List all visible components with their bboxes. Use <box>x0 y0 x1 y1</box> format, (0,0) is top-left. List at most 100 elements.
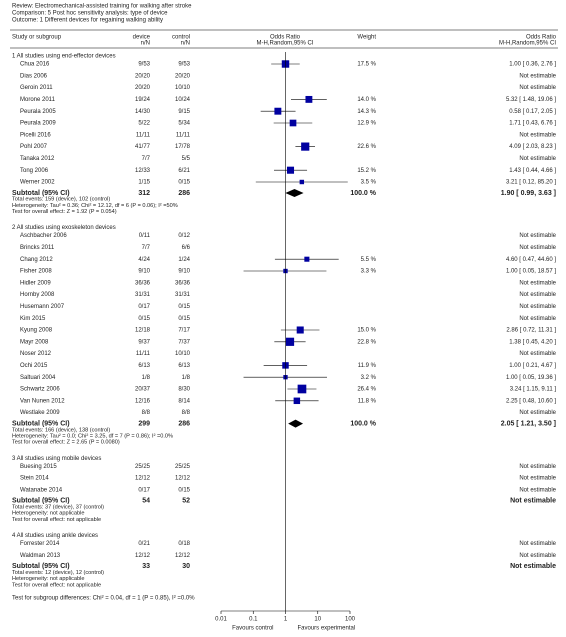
study-name: Tong 2006 <box>20 168 49 174</box>
weight: 14.3 % <box>357 109 376 115</box>
device-events: 1/15 <box>138 180 150 186</box>
weight: 11.9 % <box>358 363 377 369</box>
control-events: 9/10 <box>178 269 190 275</box>
subtotal-effect: Not estimable <box>510 563 556 570</box>
study-name: Chang 2012 <box>20 257 53 263</box>
comparison: Comparison: 5 Post hoc sensitivity analy… <box>12 11 168 17</box>
study-name: Noser 2012 <box>20 351 52 357</box>
subgroup-note: Total events: 37 (device), 37 (control) <box>12 504 104 510</box>
control-events: 11/11 <box>176 132 191 138</box>
device-events: 20/37 <box>135 387 151 393</box>
study-name: Husemann 2007 <box>20 304 65 310</box>
device-events: 12/16 <box>135 398 151 404</box>
subtotal-effect: Not estimable <box>510 498 556 505</box>
study-name: Aschbacher 2006 <box>20 233 67 239</box>
effect-label: Not estimable <box>519 464 556 470</box>
effect-label: Not estimable <box>519 156 556 162</box>
device-events: 12/12 <box>135 553 151 559</box>
study-name: Stein 2014 <box>20 476 49 482</box>
effect-label: 3.24 [ 1.15, 9.11 ] <box>510 387 557 393</box>
column-header: control <box>172 35 190 41</box>
device-events: 20/20 <box>135 85 151 91</box>
study-name: Kim 2015 <box>20 316 46 322</box>
control-events: 0/15 <box>178 180 190 186</box>
study-name: Werner 2002 <box>20 180 55 186</box>
study-name: Tanaka 2012 <box>20 156 55 162</box>
subtotal-label: Subtotal (95% CI) <box>12 563 70 570</box>
control-events: 10/24 <box>175 97 191 103</box>
control-events: 0/18 <box>178 541 190 547</box>
effect-square <box>305 95 313 103</box>
control-events: 8/30 <box>178 387 190 393</box>
effect-square <box>289 119 297 127</box>
study-name: Kyung 2008 <box>20 328 53 334</box>
control-events: 0/15 <box>178 487 190 493</box>
control-events: 6/21 <box>178 168 190 174</box>
control-events: 12/12 <box>175 553 191 559</box>
control-events: 36/36 <box>175 280 191 286</box>
effect-label: Not estimable <box>519 487 556 493</box>
device-events: 12/12 <box>135 476 151 482</box>
effect-label: 1.38 [ 0.45, 4.20 ] <box>509 339 556 345</box>
device-events: 25/25 <box>135 464 151 470</box>
effect-square <box>285 337 295 346</box>
subtotal-label: Subtotal (95% CI) <box>12 190 70 197</box>
column-header: M-H,Random,95% CI <box>256 41 313 47</box>
subtotal-label: Subtotal (95% CI) <box>12 498 70 505</box>
effect-label: Not estimable <box>519 541 556 547</box>
x-tick-label: 0.01 <box>215 617 227 623</box>
effect-square <box>286 166 295 174</box>
effect-label: Not estimable <box>519 304 556 310</box>
subgroup-note: Heterogeneity: Tau² = 0.0; Chi² = 3.25, … <box>12 433 173 439</box>
subgroup-note: Test for overall effect: Z = 2.65 (P = 0… <box>12 440 120 446</box>
study-name: Pohl 2007 <box>20 144 48 150</box>
study-name: Westlake 2009 <box>20 410 60 416</box>
effect-square <box>293 397 301 405</box>
subgroup-title: 3 All studies using mobile devices <box>12 456 101 462</box>
effect-label: 1.43 [ 0.44, 4.66 ] <box>509 168 556 174</box>
device-events: 0/11 <box>139 233 151 239</box>
subgroup-test: Test for subgroup differences: Chi² = 0.… <box>12 595 195 601</box>
subtotal-control: 52 <box>182 498 190 505</box>
device-events: 9/53 <box>138 62 150 68</box>
column-header: Odds Ratio <box>526 35 557 41</box>
control-events: 10/10 <box>175 351 191 357</box>
effect-label: Not estimable <box>519 245 556 251</box>
control-events: 0/15 <box>178 304 190 310</box>
control-events: 1/8 <box>182 375 191 381</box>
effect-label: 4.60 [ 0.47, 44.60 ] <box>506 257 556 263</box>
effect-square <box>296 326 304 334</box>
device-events: 31/31 <box>135 292 151 298</box>
device-events: 7/7 <box>142 245 151 251</box>
control-events: 5/34 <box>178 121 190 127</box>
study-name: Saltuari 2004 <box>20 375 56 381</box>
column-header: Weight <box>357 35 376 41</box>
effect-square <box>304 256 310 262</box>
control-events: 20/20 <box>175 73 191 79</box>
column-header: n/N <box>181 41 190 47</box>
subtotal-control: 286 <box>178 190 190 197</box>
effect-label: Not estimable <box>519 351 556 357</box>
control-events: 7/17 <box>178 328 190 334</box>
device-events: 0/21 <box>138 541 150 547</box>
column-header: Study or subgroup <box>12 35 62 41</box>
subgroup-note: Total events: 166 (device), 138 (control… <box>12 427 110 433</box>
device-events: 7/7 <box>142 156 151 162</box>
weight: 15.2 % <box>357 168 376 174</box>
subtotal-device: 33 <box>142 563 150 570</box>
study-name: Waldman 2013 <box>20 553 61 559</box>
effect-label: Not estimable <box>519 476 556 482</box>
device-events: 9/10 <box>138 269 150 275</box>
device-events: 36/36 <box>135 280 151 286</box>
study-name: Brincks 2011 <box>20 245 55 251</box>
effect-label: Not estimable <box>519 316 556 322</box>
study-name: Forrester 2014 <box>20 541 60 547</box>
device-events: 5/22 <box>138 121 150 127</box>
subtotal-weight: 100.0 % <box>350 190 376 197</box>
device-events: 6/13 <box>138 363 150 369</box>
subgroup-note: Total events: 12 (device), 12 (control) <box>12 570 104 576</box>
study-name: Picelli 2016 <box>20 132 51 138</box>
weight: 22.8 % <box>357 339 376 345</box>
device-events: 0/15 <box>138 316 150 322</box>
